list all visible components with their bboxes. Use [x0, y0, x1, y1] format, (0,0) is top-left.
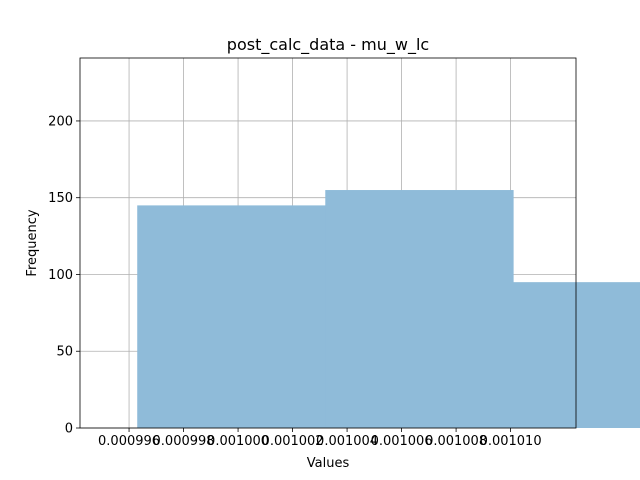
histogram-bar	[513, 282, 640, 428]
x-tick-label: 0.001010	[480, 434, 542, 449]
x-tick-label: 0.001004	[316, 434, 378, 449]
x-axis-ticks: 0.0009960.0009980.0010000.0010020.001004…	[98, 428, 542, 449]
x-tick-label: 0.001006	[371, 434, 433, 449]
y-tick-label: 50	[56, 345, 73, 360]
histogram-bar	[137, 205, 326, 428]
x-tick-label: 0.001008	[425, 434, 487, 449]
x-tick-label: 0.000996	[98, 434, 160, 449]
chart-title: post_calc_data - mu_w_lc	[227, 35, 429, 55]
y-tick-label: 150	[48, 191, 73, 206]
y-axis-ticks: 0 50 100 150 200	[48, 114, 80, 437]
bars-layer	[137, 190, 640, 428]
x-tick-label: 0.001002	[262, 434, 324, 449]
histogram-bar	[325, 190, 514, 428]
y-tick-label: 0	[65, 422, 73, 437]
x-tick-label: 0.001000	[207, 434, 269, 449]
axes-frame	[79, 57, 577, 429]
x-tick-label: 0.000998	[153, 434, 215, 449]
y-axis-label: Frequency	[25, 209, 40, 276]
y-tick-label: 200	[48, 114, 73, 129]
x-axis-label: Values	[307, 456, 350, 471]
y-tick-label: 100	[48, 268, 73, 283]
